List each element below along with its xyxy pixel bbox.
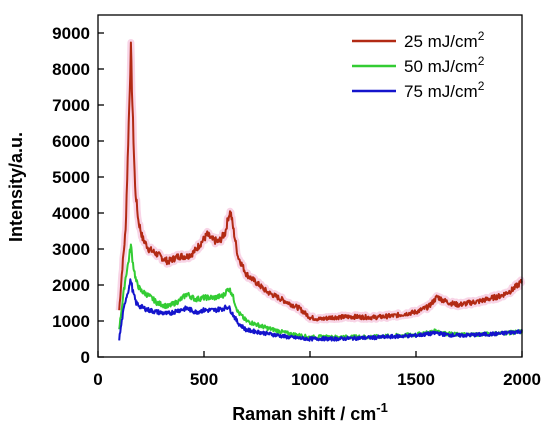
legend-label-superscript: 2 — [478, 54, 485, 68]
legend-label: 25 mJ/cm — [404, 32, 478, 51]
legend-entry: 25 mJ/cm2 — [404, 29, 485, 51]
x-axis-title-text: Raman shift / cm — [232, 404, 376, 424]
series-line — [118, 243, 523, 340]
series-line — [118, 278, 523, 342]
legend-entry: 75 mJ/cm2 — [404, 79, 485, 101]
y-axis-title: Intensity/a.u. — [6, 132, 26, 242]
series-line — [118, 41, 523, 322]
legend-label-superscript: 2 — [478, 29, 485, 43]
legend-label: 50 mJ/cm — [404, 57, 478, 76]
x-axis-title: Raman shift / cm-1 — [232, 400, 388, 424]
legend-label: 75 mJ/cm — [404, 82, 478, 101]
y-tick-label: 1000 — [52, 312, 90, 331]
y-tick-label: 5000 — [52, 168, 90, 187]
y-tick-label: 7000 — [52, 96, 90, 115]
x-tick-label: 2000 — [503, 370, 541, 389]
series-layer — [115, 39, 526, 342]
legend-label-superscript: 2 — [478, 79, 485, 93]
y-tick-label: 4000 — [52, 204, 90, 223]
y-tick-label: 2000 — [52, 276, 90, 295]
legend-entry: 50 mJ/cm2 — [404, 54, 485, 76]
y-tick-label: 9000 — [52, 24, 90, 43]
x-tick-label: 0 — [93, 370, 102, 389]
y-tick-label: 0 — [81, 348, 90, 367]
x-axis-title-superscript: -1 — [376, 400, 388, 415]
y-tick-label: 6000 — [52, 132, 90, 151]
y-tick-label: 8000 — [52, 60, 90, 79]
y-tick-label: 3000 — [52, 240, 90, 259]
x-tick-label: 1500 — [397, 370, 435, 389]
x-tick-label: 1000 — [291, 370, 329, 389]
x-tick-label: 500 — [190, 370, 218, 389]
tick-layer: 0 500 1000 1500 2000 0 1000 2000 3000 4000 5000 600… — [52, 24, 541, 389]
